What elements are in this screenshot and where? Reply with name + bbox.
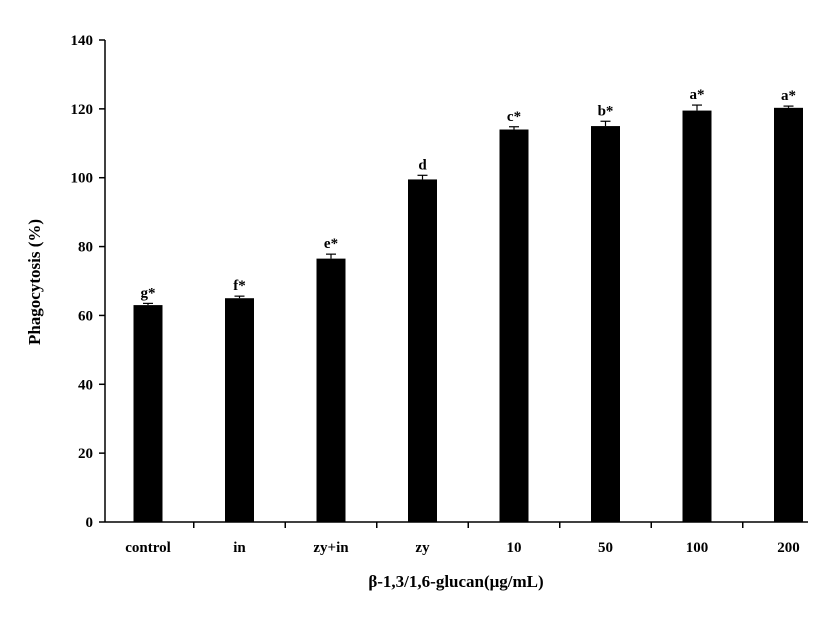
significance-label: d [418,157,427,173]
y-axis-ticks: 0 20 40 60 80 100 120 140 [71,33,105,531]
y-tick-label: 120 [71,102,94,118]
bar [408,179,437,522]
significance-label: b* [598,103,614,119]
y-tick-label: 100 [71,171,94,187]
significance-label: a* [690,87,705,103]
bar [133,305,163,522]
x-axis-title: β-1,3/1,6-glucan(μg/mL) [368,572,543,591]
bar [225,298,254,522]
bars [133,107,803,523]
bar [591,126,620,523]
x-category-label: zy [415,540,430,556]
x-category-label: zy+in [313,540,349,556]
y-tick-label: 140 [71,33,94,49]
y-tick-label: 0 [86,515,94,531]
x-category-label: 100 [686,540,709,556]
bar [774,107,803,523]
error-bars [143,104,794,306]
y-tick-label: 20 [78,446,93,462]
significance-label: c* [507,109,521,125]
significance-label: a* [781,88,796,104]
y-tick-label: 60 [78,308,93,324]
significance-label: e* [324,236,338,252]
significance-label: g* [141,285,156,301]
x-category-label: 10 [507,540,522,556]
significance-labels: g* f* e* d c* b* a* a* [141,87,797,301]
x-category-label: 50 [598,540,613,556]
bar [682,110,712,522]
bar [316,258,346,522]
y-tick-label: 40 [78,377,93,393]
x-category-label: control [125,540,171,556]
x-category-label: 200 [777,540,800,556]
y-tick-label: 80 [78,240,93,256]
significance-label: f* [233,278,246,294]
x-axis-category-labels: control in zy+in zy 10 50 100 200 [125,522,800,556]
y-axis-title: Phagocytosis (%) [25,219,44,345]
x-category-label: in [233,540,246,556]
bar [499,129,529,522]
